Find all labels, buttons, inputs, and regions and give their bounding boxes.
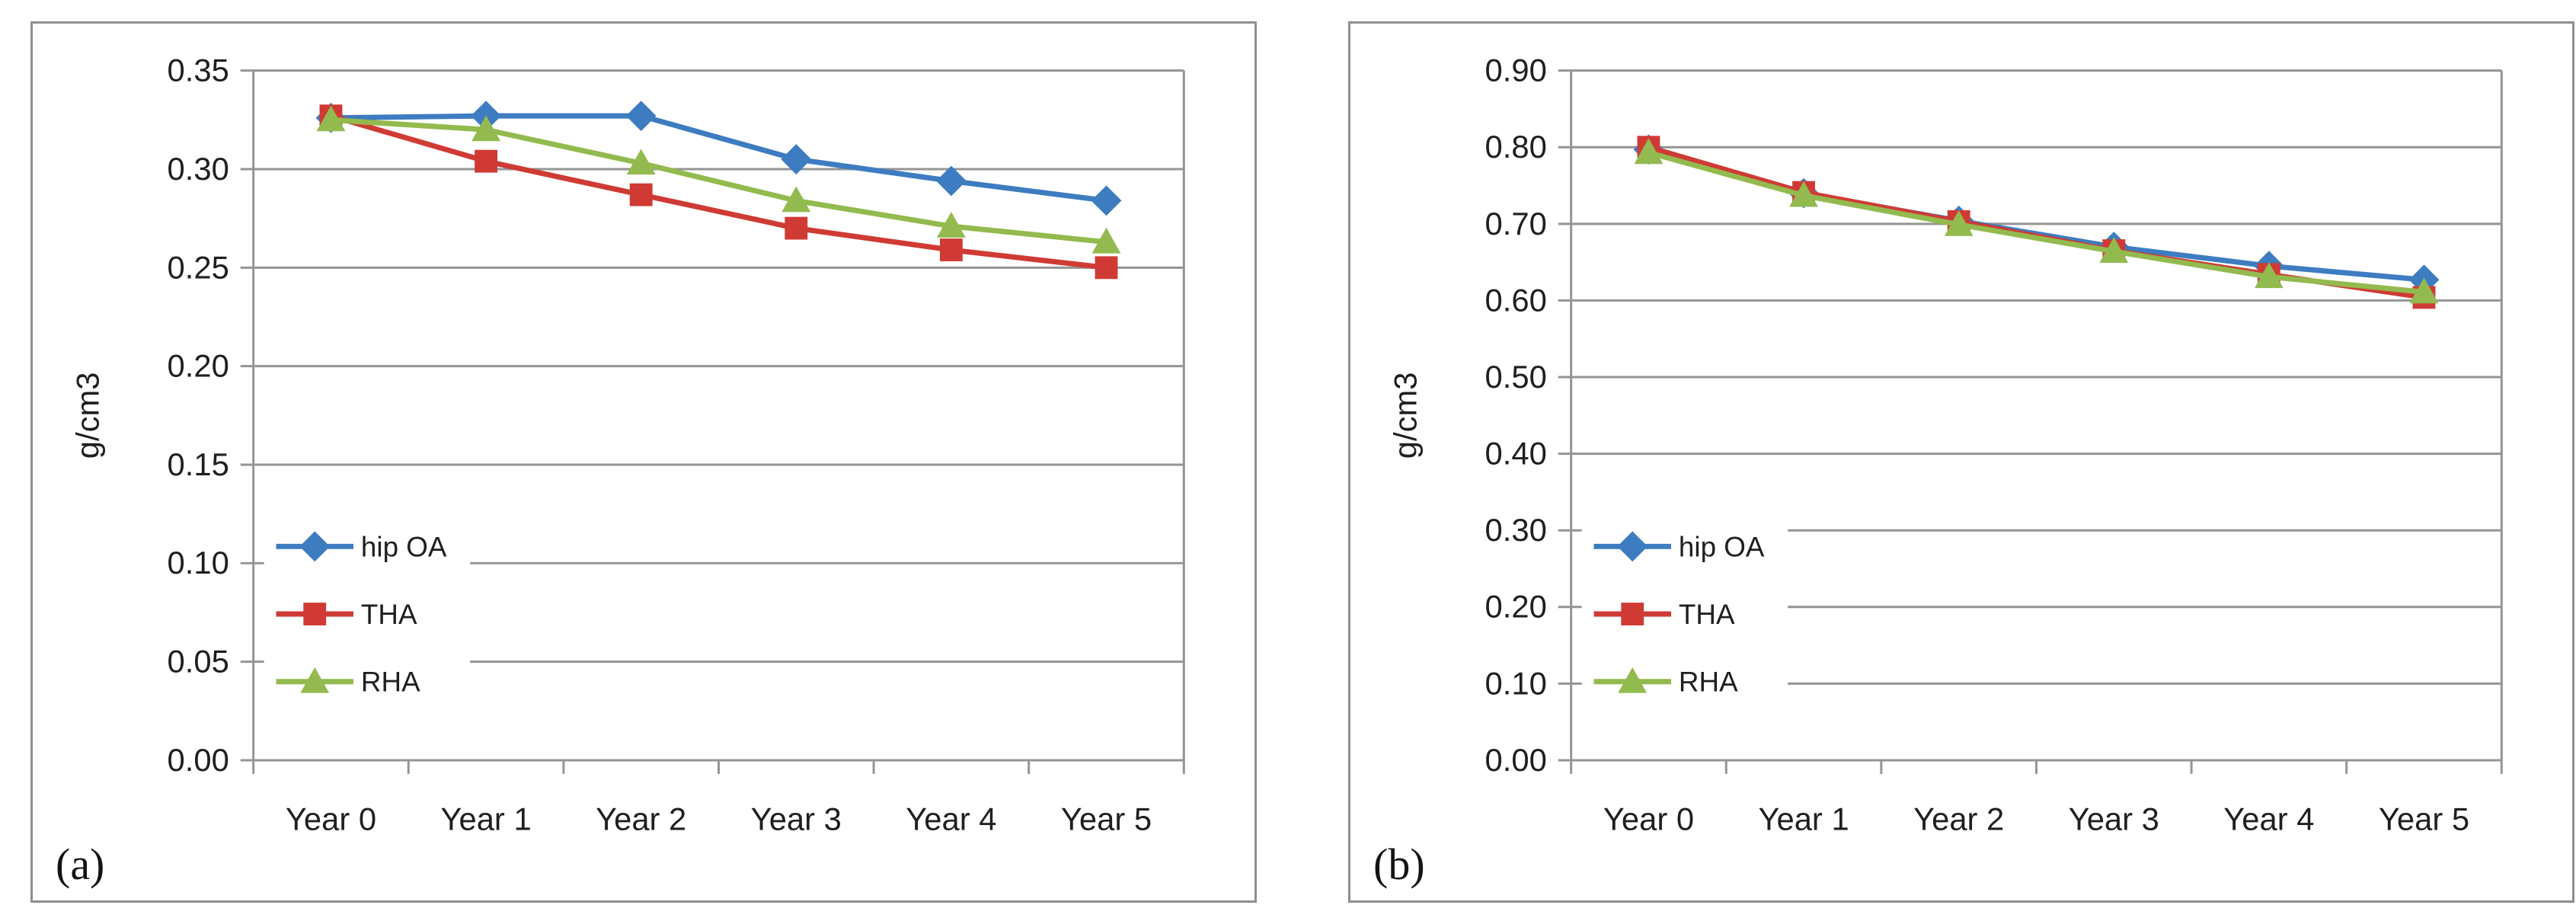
y-tick-label: 0.90 <box>1485 53 1547 88</box>
line-chart-a: 0.00 0.05 0.10 0.15 0.20 0.25 0.30 0.35 Year 0 Ye… <box>70 53 1185 836</box>
series-line-hip OA <box>331 113 1107 203</box>
series-marker-RHA <box>2099 237 2129 263</box>
legend-label-THA: THA <box>361 599 417 630</box>
series-marker-THA <box>939 238 963 261</box>
x-tick-label: Year 2 <box>1913 801 2004 836</box>
y-tick-label: 0.05 <box>168 644 229 680</box>
series-line-RHA <box>1648 149 2424 295</box>
legend-marker-hip OA <box>1617 531 1648 562</box>
x-tick-label: Year 5 <box>1061 801 1152 836</box>
chart-panel-b: 0.00 0.10 0.20 0.30 0.40 0.50 0.60 0.70 0.80 0.90… <box>1348 21 2574 903</box>
series-marker-RHA <box>626 149 656 175</box>
y-tick-label: 0.25 <box>168 249 229 285</box>
legend-marker-RHA <box>300 667 330 693</box>
series-line-THA <box>330 113 1107 270</box>
x-tick-label: Year 2 <box>596 801 686 836</box>
y-tick-label: 0.10 <box>168 545 229 580</box>
y-tick-label: 0.20 <box>168 348 229 384</box>
legend-label-RHA: RHA <box>361 667 420 698</box>
legend-marker-THA <box>303 603 327 625</box>
y-axis-title: g/cm3 <box>1388 372 1424 459</box>
y-tick-label: 0.30 <box>1485 512 1547 548</box>
x-tick-label: Year 0 <box>286 801 376 836</box>
x-tick-label: Year 0 <box>1603 801 1694 836</box>
legend-marker-THA <box>1621 603 1644 625</box>
series-marker-RHA <box>936 212 966 238</box>
series-marker-RHA <box>471 115 500 142</box>
series-marker-RHA <box>316 105 346 132</box>
y-tick-label: 0.30 <box>168 151 229 187</box>
legend-label-hip OA: hip OA <box>361 531 447 562</box>
legend-marker-RHA <box>1618 667 1648 693</box>
chart-panel-a: 0.00 0.05 0.10 0.15 0.20 0.25 0.30 0.35 Year 0 Ye… <box>30 21 1257 903</box>
x-tick-label: Year 1 <box>440 801 531 836</box>
series-marker-hip OA <box>625 101 657 132</box>
series-marker-hip OA <box>1091 185 1122 216</box>
panel-label-b: (b) <box>1373 839 1425 889</box>
x-tick-label: Year 1 <box>1758 801 1849 836</box>
series-marker-THA <box>1095 256 1118 280</box>
series-marker-RHA <box>781 186 811 213</box>
y-tick-label: 0.50 <box>1485 359 1547 395</box>
legend-label-RHA: RHA <box>1679 667 1738 698</box>
y-tick-label: 0.00 <box>1485 742 1547 778</box>
series-line-RHA <box>331 117 1107 245</box>
y-tick-label: 0.70 <box>1485 206 1547 241</box>
series-marker-RHA <box>1944 209 1974 236</box>
y-tick-label: 0.20 <box>1485 589 1547 625</box>
series-marker-hip OA <box>935 165 967 197</box>
y-tick-label: 0.80 <box>1485 129 1547 165</box>
series-marker-THA <box>785 216 808 240</box>
y-tick-label: 0.60 <box>1485 282 1547 318</box>
series-marker-THA <box>629 183 653 206</box>
x-tick-label: Year 3 <box>2069 801 2159 836</box>
y-tick-label: 0.35 <box>168 53 229 88</box>
x-tick-label: Year 3 <box>751 801 842 836</box>
x-tick-label: Year 4 <box>906 801 996 836</box>
legend-label-hip OA: hip OA <box>1679 531 1765 562</box>
panel-label-a: (a) <box>56 839 105 889</box>
series-marker-RHA <box>2409 277 2439 304</box>
series-marker-THA <box>475 149 498 173</box>
series-marker-RHA <box>2254 262 2284 289</box>
y-tick-label: 0.15 <box>168 446 229 482</box>
legend-label-THA: THA <box>1679 599 1735 630</box>
y-tick-label: 0.40 <box>1485 436 1547 472</box>
series-marker-RHA <box>1091 227 1121 254</box>
line-chart-b: 0.00 0.10 0.20 0.30 0.40 0.50 0.60 0.70 0.80 0.90… <box>1388 53 2503 836</box>
y-axis-title: g/cm3 <box>70 372 106 459</box>
series-marker-RHA <box>1634 138 1664 165</box>
x-tick-label: Year 5 <box>2379 801 2469 836</box>
series-line-THA <box>1648 144 2425 300</box>
y-tick-label: 0.00 <box>168 742 229 778</box>
y-tick-label: 0.10 <box>1485 665 1547 701</box>
series-line-hip OA <box>1648 146 2424 283</box>
series-marker-RHA <box>1789 181 1818 207</box>
x-tick-label: Year 4 <box>2223 801 2314 836</box>
